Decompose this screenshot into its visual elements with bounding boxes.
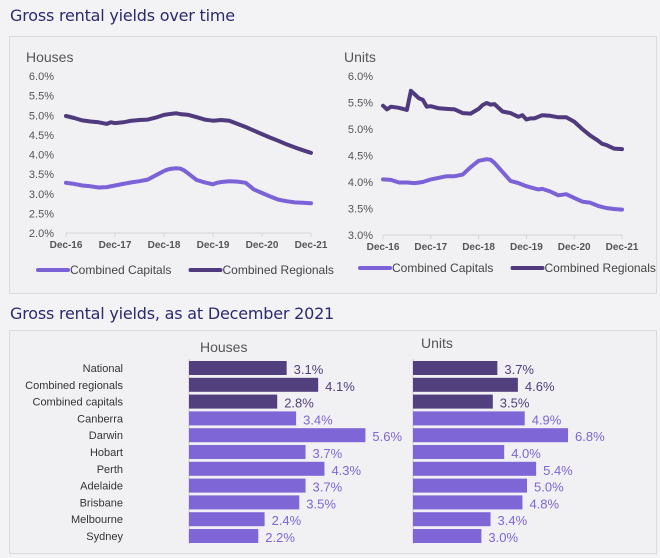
- bar-houses-perth: [189, 461, 325, 476]
- bar-houses-melbourne: [189, 512, 265, 527]
- bar-value-label: 2.8%: [284, 396, 314, 411]
- line-charts-panel: [9, 36, 657, 294]
- x-tick-label: Dec-20: [246, 240, 279, 251]
- y-tick-label: 3.5%: [348, 204, 373, 216]
- bar-houses-national: [189, 361, 287, 375]
- x-tick-label: Dec-21: [295, 240, 328, 251]
- y-tick-label: 2.0%: [29, 228, 54, 240]
- bar-units-darwin: [413, 428, 569, 443]
- bar-units-melbourne: [413, 512, 491, 527]
- legend-label: Combined Capitals: [70, 263, 171, 277]
- category-label: Perth: [97, 464, 123, 476]
- category-label: Brisbane: [80, 497, 123, 509]
- bar-units-combined-regionals: [413, 377, 518, 392]
- bar-value-label: 3.4%: [303, 412, 333, 427]
- bar-units-adelaide: [413, 478, 527, 493]
- bar-houses-canberra: [189, 411, 297, 426]
- x-tick-label: Dec-16: [50, 240, 83, 251]
- chart-title: Houses: [26, 49, 73, 65]
- bar-value-label: 3.7%: [504, 362, 534, 377]
- x-tick-label: Dec-21: [606, 242, 639, 253]
- y-tick-label: 4.5%: [29, 130, 54, 142]
- y-tick-label: 3.0%: [348, 230, 373, 242]
- bar-units-brisbane: [413, 495, 523, 510]
- y-tick-label: 4.0%: [348, 177, 373, 189]
- bar-value-label: 3.0%: [488, 530, 518, 545]
- bar-houses-combined-capitals: [189, 394, 278, 409]
- series-line-combined-capitals: [64, 166, 313, 206]
- bar-units-sydney: [413, 529, 482, 543]
- bar-value-label: 4.9%: [532, 412, 562, 427]
- category-label: Canberra: [77, 413, 124, 425]
- x-tick-label: Dec-20: [558, 242, 591, 253]
- y-tick-label: 5.5%: [29, 91, 54, 103]
- y-tick-label: 3.0%: [29, 189, 54, 201]
- bar-units-hobart: [413, 445, 505, 459]
- bar-value-label: 5.6%: [372, 429, 402, 444]
- legend-label: Combined Regionals: [223, 263, 334, 277]
- bar-houses-hobart: [189, 445, 306, 459]
- bar-value-label: 2.2%: [265, 530, 295, 545]
- bar-value-label: 3.5%: [306, 496, 336, 511]
- y-tick-label: 5.0%: [348, 124, 373, 136]
- bar-chart-title: Units: [421, 335, 453, 351]
- bar-houses-sydney: [189, 529, 259, 543]
- bar-units-canberra: [413, 411, 525, 426]
- category-label: Melbourne: [71, 514, 123, 526]
- bar-value-label: 3.4%: [498, 513, 528, 528]
- y-tick-label: 2.5%: [29, 208, 54, 220]
- x-tick-label: Dec-16: [367, 242, 400, 253]
- bar-value-label: 6.8%: [575, 429, 605, 444]
- y-tick-label: 4.0%: [29, 150, 54, 162]
- section-title-december: Gross rental yields, as at December 2021: [10, 304, 335, 323]
- category-label: Hobart: [90, 447, 123, 459]
- category-label: Combined regionals: [25, 380, 123, 392]
- bar-value-label: 4.0%: [511, 446, 541, 461]
- x-tick-label: Dec-19: [197, 240, 230, 251]
- bar-units-perth: [413, 461, 537, 476]
- bar-houses-brisbane: [189, 495, 300, 510]
- x-tick-label: Dec-17: [414, 242, 447, 253]
- bar-houses-darwin: [189, 428, 366, 443]
- bar-value-label: 2.4%: [272, 513, 302, 528]
- chart-title: Units: [344, 49, 376, 65]
- y-tick-label: 6.0%: [348, 71, 373, 83]
- x-tick-label: Dec-19: [510, 242, 543, 253]
- x-tick-label: Dec-18: [462, 242, 495, 253]
- bar-value-label: 3.7%: [313, 480, 343, 495]
- x-tick-label: Dec-17: [99, 240, 132, 251]
- bar-chart-title: Houses: [200, 339, 247, 355]
- y-tick-label: 5.5%: [348, 98, 373, 110]
- category-label: National: [83, 363, 123, 375]
- category-label: Adelaide: [80, 481, 123, 493]
- bar-houses-adelaide: [189, 478, 306, 493]
- category-label: Sydney: [86, 531, 123, 543]
- bar-units-national: [413, 361, 498, 375]
- bar-value-label: 3.5%: [500, 396, 530, 411]
- x-tick-label: Dec-18: [148, 240, 181, 251]
- bar-value-label: 4.1%: [325, 379, 355, 394]
- bar-value-label: 3.7%: [313, 446, 343, 461]
- series-line-combined-regionals: [381, 88, 624, 152]
- y-tick-label: 4.5%: [348, 151, 373, 163]
- bar-houses-combined-regionals: [189, 377, 319, 392]
- y-tick-label: 3.5%: [29, 169, 54, 181]
- legend-label: Combined Capitals: [392, 261, 493, 275]
- y-tick-label: 6.0%: [29, 71, 54, 83]
- bar-units-combined-capitals: [413, 394, 493, 409]
- series-line-combined-capitals: [381, 157, 624, 212]
- bar-value-label: 4.3%: [331, 463, 361, 478]
- section-title-over-time: Gross rental yields over time: [10, 6, 235, 25]
- y-tick-label: 5.0%: [29, 110, 54, 122]
- bar-value-label: 3.1%: [294, 362, 324, 377]
- category-label: Combined capitals: [33, 397, 124, 409]
- category-label: Darwin: [89, 430, 123, 442]
- bar-value-label: 4.6%: [525, 379, 555, 394]
- bar-value-label: 5.4%: [543, 463, 573, 478]
- bar-value-label: 5.0%: [534, 480, 564, 495]
- bar-value-label: 4.8%: [529, 496, 559, 511]
- series-line-combined-regionals: [64, 111, 313, 155]
- legend-label: Combined Regionals: [545, 261, 656, 275]
